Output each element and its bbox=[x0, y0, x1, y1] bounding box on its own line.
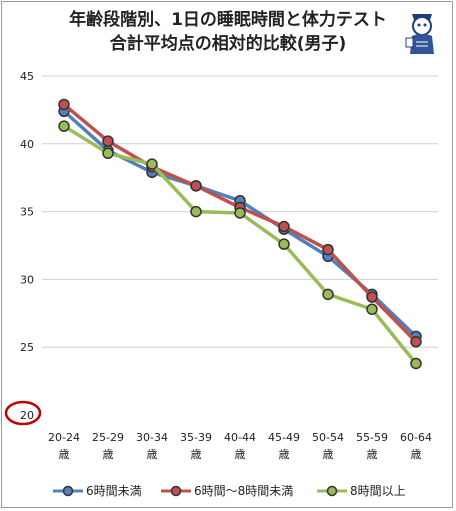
x-tick-label: 20-24 歳 bbox=[48, 431, 80, 461]
data-point bbox=[410, 336, 422, 348]
legend-item-series-3: 8時間以上 bbox=[316, 482, 406, 499]
data-point bbox=[322, 288, 334, 301]
y-tick-labels: 20 25 30 35 40 45 bbox=[20, 70, 34, 422]
y-tick-label: 30 bbox=[20, 273, 34, 286]
legend-item-series-2: 6時間～8時間未満 bbox=[160, 482, 293, 499]
data-point bbox=[190, 205, 202, 218]
y-tick-label: 40 bbox=[20, 138, 34, 151]
series-lines bbox=[58, 98, 422, 370]
chart-title: 年齢段階別、1日の睡眠時間と体力テスト 合計平均点の相対的比較(男子) bbox=[0, 8, 456, 56]
series-line bbox=[63, 124, 418, 365]
x-tick-label: 30-34 歳 bbox=[136, 431, 168, 461]
title-line-1: 年齢段階別、1日の睡眠時間と体力テスト bbox=[69, 10, 387, 30]
data-point bbox=[366, 291, 378, 303]
data-point bbox=[278, 220, 290, 233]
data-point bbox=[102, 135, 114, 147]
x-tick-label: 50-54 歳 bbox=[312, 431, 344, 461]
y-tick-label: 25 bbox=[20, 341, 34, 354]
data-point bbox=[146, 158, 158, 170]
data-point bbox=[234, 207, 246, 219]
x-tick-label: 45-49 歳 bbox=[268, 431, 300, 461]
series-3 bbox=[58, 120, 422, 370]
legend: 6時間未満 6時間～8時間未満 8時間以上 bbox=[0, 482, 456, 498]
y-tick-label: 45 bbox=[20, 70, 34, 83]
data-point bbox=[366, 303, 378, 315]
data-point bbox=[278, 238, 290, 250]
legend-label-series-2: 6時間～8時間未満 bbox=[194, 484, 294, 498]
x-tick-label: 40-44 歳 bbox=[224, 431, 256, 461]
mascot-icon bbox=[405, 14, 434, 54]
x-tick-label: 55-59 歳 bbox=[356, 431, 388, 461]
legend-label-series-3: 8時間以上 bbox=[350, 484, 406, 498]
legend-marker-series-3 bbox=[317, 485, 347, 496]
x-tick-label: 35-39 歳 bbox=[180, 431, 212, 461]
title-line-2: 合計平均点の相対的比較(男子) bbox=[109, 34, 347, 54]
legend-marker-series-2 bbox=[161, 485, 191, 496]
x-tick-labels: 20-24 歳 25-29 歳 30-34 歳 35-39 歳 40-44 歳 45-49 歳 50-5… bbox=[48, 431, 432, 461]
data-point bbox=[322, 243, 334, 256]
x-tick-label: 60-64 歳 bbox=[400, 431, 432, 461]
data-point bbox=[102, 147, 114, 160]
y-tick-label: 35 bbox=[20, 206, 34, 219]
legend-label-series-1: 6時間未満 bbox=[86, 484, 142, 498]
legend-item-series-1: 6時間未満 bbox=[52, 482, 142, 499]
x-tick-label: 25-29 歳 bbox=[92, 431, 124, 461]
data-point bbox=[58, 98, 70, 111]
data-point bbox=[410, 357, 422, 370]
data-point bbox=[190, 180, 202, 192]
legend-marker-series-1 bbox=[53, 485, 83, 496]
data-point bbox=[58, 120, 70, 132]
y-min-highlight-circle bbox=[4, 400, 42, 426]
y-tick-label: 20 bbox=[20, 409, 34, 422]
